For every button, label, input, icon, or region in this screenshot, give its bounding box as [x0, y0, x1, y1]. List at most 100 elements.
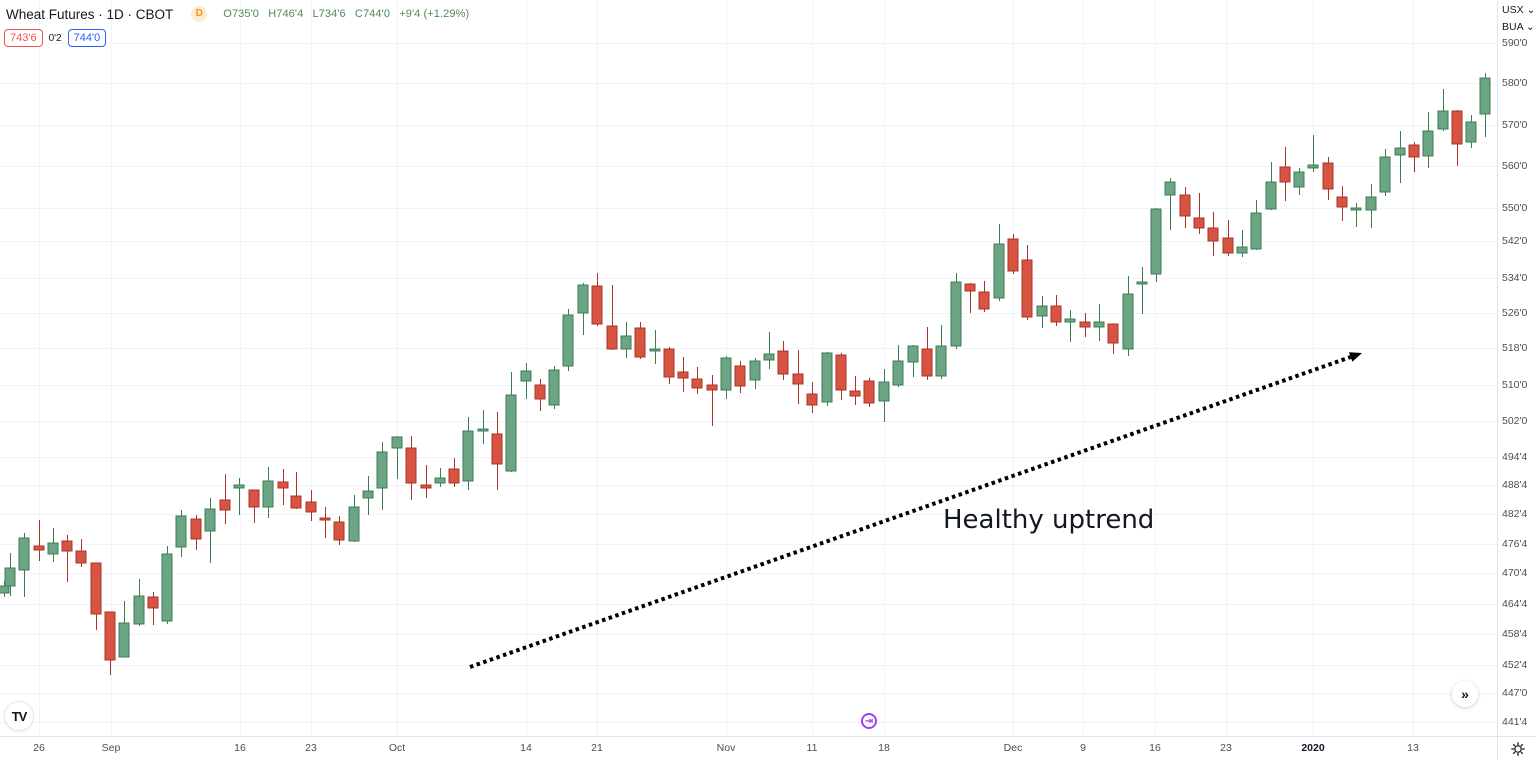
candle-up: [348, 506, 360, 542]
candle-down: [33, 545, 45, 551]
price-label: 441'4: [1502, 716, 1528, 728]
candle-up: [878, 381, 890, 402]
time-label: 2020: [1301, 742, 1325, 754]
candle-up: [907, 345, 919, 363]
candle-down: [849, 390, 861, 397]
currency-selector[interactable]: USX ⌄: [1502, 4, 1536, 16]
candle-down: [1050, 305, 1062, 323]
candle-down: [219, 499, 231, 511]
delayed-data-badge-icon[interactable]: D: [191, 6, 208, 22]
price-label: 518'0: [1502, 342, 1528, 354]
event-marker-icon[interactable]: ⇥: [861, 713, 877, 729]
scroll-to-realtime-button[interactable]: »: [1452, 681, 1478, 707]
candle-up: [118, 622, 130, 658]
candle-up: [1350, 207, 1362, 211]
candle-down: [734, 365, 746, 387]
price-label: 464'4: [1502, 598, 1528, 610]
candle-up: [161, 553, 173, 622]
chart-pane[interactable]: Wheat Futures · 1D · CBOT D O735'0 H746'…: [0, 0, 1497, 736]
candle-up: [262, 480, 274, 508]
candle-down: [1179, 194, 1191, 217]
price-label: 560'0: [1502, 160, 1528, 172]
price-label: 526'0: [1502, 307, 1528, 319]
candle-down: [663, 348, 675, 378]
time-label: Sep: [101, 742, 121, 754]
time-axis[interactable]: 26 Sep 16 23 Oct 14 21 Nov 11 18 Dec 9 16 23 2020 13: [0, 736, 1497, 760]
time-label: 23: [1220, 742, 1232, 754]
candle-up: [577, 284, 589, 314]
candle-down: [277, 481, 289, 489]
candle-down: [677, 371, 689, 379]
candle-up: [1394, 147, 1406, 156]
candle-down: [806, 393, 818, 406]
candle-up: [362, 490, 374, 499]
candle-up: [1150, 208, 1162, 275]
gear-icon: [1510, 741, 1525, 756]
candle-up: [763, 353, 775, 361]
candle-down: [405, 447, 417, 484]
candle-up: [1136, 281, 1148, 285]
price-label: 550'0: [1502, 202, 1528, 214]
buy-price-button[interactable]: 744'0: [67, 29, 107, 47]
symbol-title[interactable]: Wheat Futures · 1D · CBOT: [6, 6, 174, 22]
price-label: 447'0: [1502, 687, 1528, 699]
price-label: 502'0: [1502, 415, 1528, 427]
spread-value: 0'2: [48, 32, 62, 44]
time-label: 26: [33, 742, 45, 754]
candle-down: [706, 384, 718, 391]
candle-up: [505, 394, 517, 472]
candle-up: [1036, 305, 1048, 317]
candle-down: [305, 501, 317, 513]
price-label: 488'4: [1502, 479, 1528, 491]
price-axis[interactable]: USX ⌄ BUA ⌄ 590'0 580'0 570'0 560'0 550'0 542…: [1497, 0, 1536, 736]
candle-down: [1408, 144, 1420, 158]
candle-up: [548, 369, 560, 406]
tradingview-logo-icon[interactable]: TV: [4, 701, 34, 731]
candle-up: [1064, 318, 1076, 323]
candle-up: [1465, 121, 1477, 143]
candle-up: [1307, 164, 1319, 169]
time-label: 23: [305, 742, 317, 754]
time-label: 21: [591, 742, 603, 754]
candle-up: [0, 585, 10, 594]
candle-down: [792, 373, 804, 385]
candle-down: [448, 468, 460, 484]
candle-up: [935, 345, 947, 377]
candle-up: [562, 314, 574, 367]
candle-down: [863, 380, 875, 404]
price-label: 494'4: [1502, 451, 1528, 463]
candle-up: [1250, 212, 1262, 250]
candle-up: [1365, 196, 1377, 211]
candle-down: [978, 291, 990, 310]
candle-down: [190, 518, 202, 540]
candle-up: [821, 352, 833, 403]
candle-down: [90, 562, 102, 615]
candle-down: [1007, 238, 1019, 272]
time-label: 13: [1407, 742, 1419, 754]
price-label: 482'4: [1502, 508, 1528, 520]
candle-up: [1122, 293, 1134, 350]
candle-up: [175, 515, 187, 548]
chart-settings-button[interactable]: [1497, 736, 1536, 760]
candle-up: [391, 436, 403, 449]
candle-up: [1164, 181, 1176, 196]
candle-up: [47, 542, 59, 555]
time-label: Dec: [1003, 742, 1023, 754]
price-label: 542'0: [1502, 235, 1528, 247]
time-label: Oct: [388, 742, 406, 754]
price-label: 590'0: [1502, 37, 1528, 49]
time-label: 16: [1149, 742, 1161, 754]
time-label: 9: [1080, 742, 1086, 754]
open-value: O735'0: [223, 8, 260, 20]
unit-selector[interactable]: BUA ⌄: [1502, 21, 1535, 33]
price-label: 580'0: [1502, 77, 1528, 89]
candle-up: [720, 357, 732, 391]
annotation-text[interactable]: Healthy uptrend: [943, 505, 1155, 535]
sell-price-button[interactable]: 743'6: [4, 29, 43, 47]
candle-up: [1479, 77, 1491, 115]
candle-up: [620, 335, 632, 350]
price-label: 476'4: [1502, 538, 1528, 550]
price-label: 570'0: [1502, 119, 1528, 131]
candle-up: [993, 243, 1005, 299]
candle-up: [950, 281, 962, 347]
